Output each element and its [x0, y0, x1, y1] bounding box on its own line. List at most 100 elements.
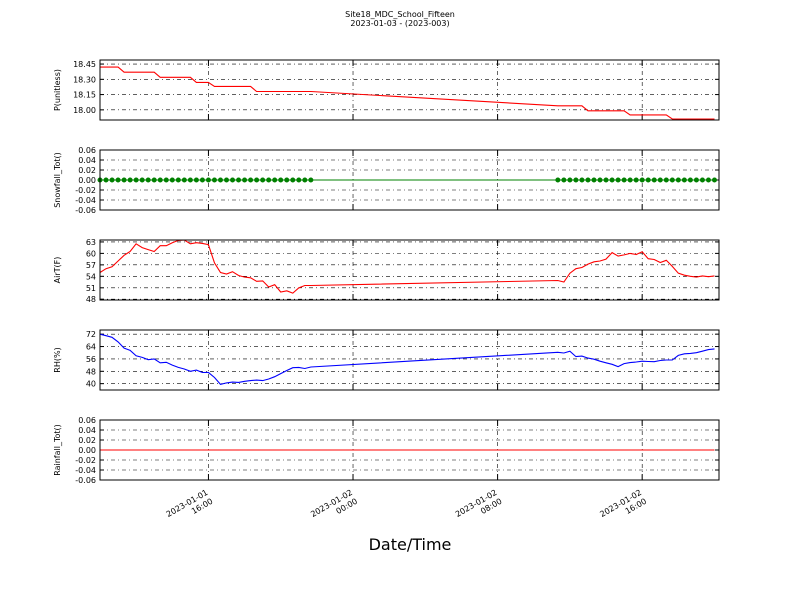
data-point — [290, 177, 296, 183]
y-tick-label: 0.00 — [78, 446, 96, 455]
y-tick-label: 18.30 — [73, 75, 96, 84]
data-point — [127, 177, 133, 183]
y-tick-label: 57 — [86, 261, 96, 270]
data-point — [109, 177, 115, 183]
y-tick-label: 51 — [86, 284, 96, 293]
data-point — [573, 177, 579, 183]
data-point — [639, 177, 645, 183]
plot-frame — [99, 59, 720, 121]
y-tick-label: 64 — [86, 343, 96, 352]
y-tick-label: 54 — [86, 272, 96, 281]
y-tick-label: 40 — [86, 380, 96, 389]
data-point — [687, 177, 693, 183]
data-line — [100, 66, 715, 120]
data-point — [230, 177, 236, 183]
y-tick-label: 0.02 — [78, 436, 96, 445]
data-point — [651, 177, 657, 183]
data-point — [627, 177, 633, 183]
data-point — [603, 177, 609, 183]
y-tick-label: -0.02 — [75, 456, 96, 465]
y-tick-label: 18.45 — [73, 60, 96, 69]
data-point — [266, 177, 272, 183]
data-point — [242, 177, 248, 183]
data-line — [99, 333, 715, 386]
data-point — [115, 177, 121, 183]
data-point — [187, 177, 193, 183]
data-point — [278, 177, 284, 183]
data-point — [645, 177, 651, 183]
data-point — [193, 177, 199, 183]
data-point — [711, 177, 717, 183]
y-tick-label: -0.06 — [75, 476, 96, 485]
y-tick-label: -0.04 — [75, 196, 96, 205]
plot-frame — [99, 149, 720, 211]
y-tick-label: 63 — [86, 238, 96, 247]
data-point — [296, 177, 302, 183]
data-point — [693, 177, 699, 183]
data-point — [561, 177, 567, 183]
y-tick-label: 48 — [86, 295, 96, 304]
data-point — [657, 177, 663, 183]
data-point — [103, 177, 109, 183]
y-tick-label: 18.00 — [73, 106, 96, 115]
data-point — [302, 177, 308, 183]
data-point — [133, 177, 139, 183]
data-point — [663, 177, 669, 183]
chart-subtitle: 2023-01-03 - (2023-003) — [350, 19, 449, 28]
x-axis-label: Date/Time — [369, 535, 452, 554]
data-point — [699, 177, 705, 183]
y-tick-label: 60 — [86, 249, 96, 258]
data-point — [669, 177, 675, 183]
data-point — [248, 177, 254, 183]
y-tick-label: 0.02 — [78, 166, 96, 175]
data-point — [217, 177, 223, 183]
data-point — [145, 177, 151, 183]
data-point — [260, 177, 266, 183]
data-point — [163, 177, 169, 183]
y-tick-label: 0.06 — [78, 416, 96, 425]
y-tick-label: 0.00 — [78, 176, 96, 185]
data-point — [308, 177, 314, 183]
data-point — [567, 177, 573, 183]
y-tick-label: -0.04 — [75, 466, 96, 475]
data-point — [205, 177, 211, 183]
y-axis-label: Rainfall_Tot() — [53, 424, 62, 476]
data-point — [284, 177, 290, 183]
data-point — [236, 177, 242, 183]
data-point — [609, 177, 615, 183]
data-point — [621, 177, 627, 183]
plot-frame — [99, 419, 720, 481]
y-tick-label: 0.06 — [78, 146, 96, 155]
y-tick-label: 18.15 — [73, 91, 96, 100]
data-point — [675, 177, 681, 183]
y-axis-label: AirT(F) — [53, 257, 62, 284]
data-point — [597, 177, 603, 183]
plot-frame — [99, 329, 720, 391]
data-point — [555, 177, 561, 183]
data-point — [615, 177, 621, 183]
y-tick-label: -0.02 — [75, 186, 96, 195]
y-axis-label: P(unitless) — [53, 69, 62, 111]
data-point — [121, 177, 127, 183]
plot-frame — [99, 239, 720, 301]
data-point — [211, 177, 217, 183]
data-point — [224, 177, 230, 183]
data-line — [99, 239, 715, 294]
y-axis-label: Snowfall_Tot() — [53, 152, 62, 208]
data-point — [579, 177, 585, 183]
data-point — [169, 177, 175, 183]
data-point — [681, 177, 687, 183]
data-point — [157, 177, 163, 183]
data-point — [705, 177, 711, 183]
data-point — [272, 177, 278, 183]
data-point — [254, 177, 260, 183]
y-tick-label: 48 — [86, 367, 96, 376]
y-tick-label: 56 — [86, 355, 96, 364]
chart-title: Site18_MDC_School_Fifteen — [345, 10, 455, 19]
y-tick-label: -0.06 — [75, 206, 96, 215]
y-tick-label: 0.04 — [78, 156, 96, 165]
y-axis-label: RH(%) — [53, 347, 62, 372]
data-point — [181, 177, 187, 183]
data-point — [199, 177, 205, 183]
